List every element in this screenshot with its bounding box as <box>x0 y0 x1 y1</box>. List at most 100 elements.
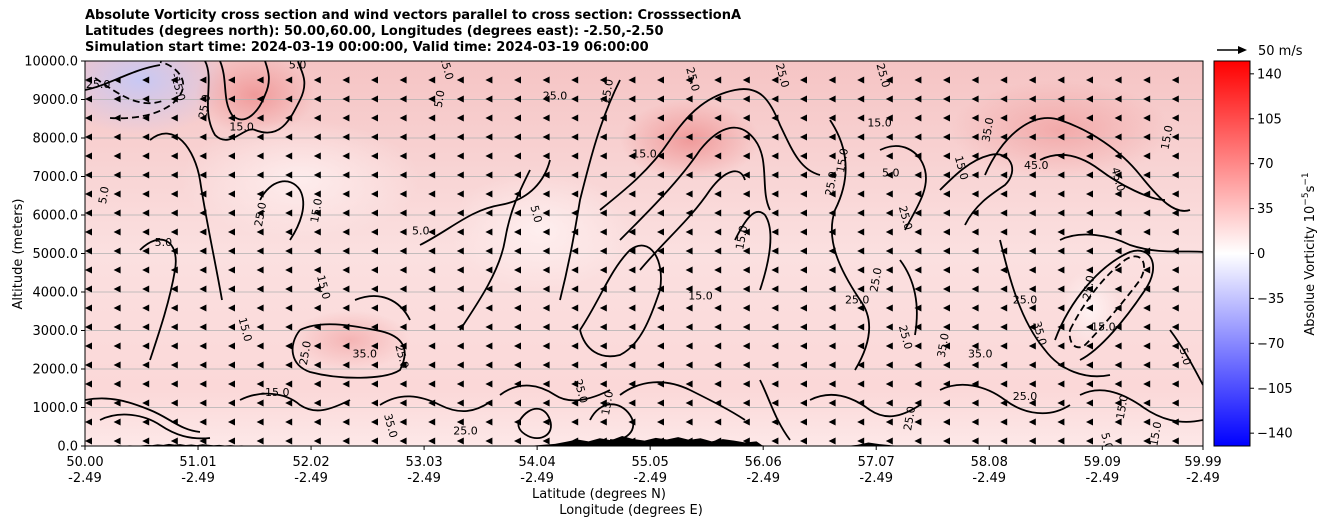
wind-vector <box>800 361 807 369</box>
wind-vector <box>857 361 865 369</box>
wind-vector <box>399 437 407 445</box>
wind-vector <box>256 285 264 293</box>
contour-label: 25.0 <box>1080 274 1097 300</box>
wind-vector <box>971 190 979 198</box>
wind-vector <box>1000 266 1008 274</box>
contour-label: 25.0 <box>196 93 213 119</box>
wind-vector <box>914 190 922 198</box>
wind-vector <box>428 399 436 407</box>
wind-vector <box>1057 133 1065 141</box>
wind-vector <box>285 418 293 426</box>
wind-vector <box>628 380 636 388</box>
wind-vector <box>657 399 664 407</box>
wind-vector <box>885 152 893 160</box>
wind-vector <box>971 380 979 388</box>
wind-vector <box>342 247 350 255</box>
weak-vorticity-region <box>180 120 420 240</box>
wind-vector <box>1028 380 1036 388</box>
wind-vector <box>828 76 836 84</box>
wind-vector <box>113 228 121 236</box>
contour-label: 25.0 <box>1013 294 1038 307</box>
wind-vector <box>857 152 865 160</box>
wind-vector <box>313 209 321 217</box>
wind-vector <box>1114 76 1122 84</box>
wind-vector <box>771 380 779 388</box>
wind-vector <box>800 190 807 198</box>
wind-vector <box>142 209 150 217</box>
x-tick-label-latitude: 57.07 <box>858 455 895 470</box>
wind-vector <box>342 95 350 103</box>
wind-vector <box>971 437 979 445</box>
wind-vector <box>456 285 464 293</box>
wind-vector <box>456 114 464 122</box>
wind-vector <box>571 266 579 274</box>
wind-vector <box>914 285 922 293</box>
wind-vector <box>800 209 807 217</box>
axes: 0.0 1000.0 2000.0 3000.0 4000.0 5000.0 6000.0 7… <box>24 55 1221 487</box>
wind-vector <box>685 247 693 255</box>
wind-vector <box>113 285 121 293</box>
wind-vector <box>1114 209 1122 217</box>
wind-vector <box>599 399 607 407</box>
wind-vector <box>914 266 922 274</box>
wind-vector <box>800 114 807 122</box>
wind-vector <box>628 399 636 407</box>
x-tick-label-latitude: 52.02 <box>292 455 329 470</box>
wind-vector <box>657 304 664 312</box>
contour-line <box>1169 329 1203 386</box>
wind-vector <box>456 304 464 312</box>
colorbar-tick-label: 70 <box>1257 157 1274 172</box>
wind-vector <box>371 399 378 407</box>
wind-vector <box>828 323 836 331</box>
wind-vector <box>514 247 521 255</box>
contour-label: 25.0 <box>874 62 893 89</box>
wind-vector <box>485 133 493 141</box>
wind-vector <box>142 114 150 122</box>
grid-lines <box>85 99 1203 408</box>
wind-vector <box>256 76 264 84</box>
contour-label: 5.0 <box>289 59 307 72</box>
wind-vector <box>1028 114 1036 122</box>
wind-vector <box>399 361 407 369</box>
wind-vector <box>113 95 121 103</box>
wind-vector <box>1114 323 1122 331</box>
wind-vector <box>1000 133 1008 141</box>
wind-vector <box>1000 209 1008 217</box>
wind-vector <box>771 437 779 445</box>
x-tick-label-latitude: 55.05 <box>632 455 669 470</box>
wind-vector <box>170 228 178 236</box>
wind-vector <box>142 361 150 369</box>
contour-label: 45.0 <box>1109 166 1128 193</box>
wind-vector <box>199 171 207 179</box>
wind-vector <box>714 285 722 293</box>
wind-vector <box>885 228 893 236</box>
wind-vector <box>342 152 350 160</box>
wind-vector <box>714 76 722 84</box>
x-axis-label-latitude: Latitude (degrees N) <box>532 487 666 502</box>
wind-vector <box>170 380 178 388</box>
wind-vector <box>828 418 836 426</box>
wind-vector <box>1114 171 1122 179</box>
wind-vector <box>256 266 264 274</box>
wind-vector <box>714 95 722 103</box>
wind-vector <box>771 361 779 369</box>
wind-vector <box>1000 152 1008 160</box>
wind-vector <box>313 228 321 236</box>
contour-line <box>379 395 491 412</box>
wind-vector <box>1114 285 1122 293</box>
wind-vector <box>228 247 235 255</box>
wind-vector <box>1143 266 1151 274</box>
wind-vector <box>399 304 407 312</box>
wind-vector <box>943 209 950 217</box>
y-tick-label: 0.0 <box>57 440 78 455</box>
wind-vector <box>342 399 350 407</box>
contour-line <box>94 77 166 105</box>
wind-vector <box>456 323 464 331</box>
wind-vector <box>170 171 178 179</box>
contour-label: 35.0 <box>935 332 952 358</box>
colorbar-label-unit-exponent: −1 <box>1301 172 1311 185</box>
wind-vector <box>1143 152 1151 160</box>
wind-vector <box>828 228 836 236</box>
wind-vector <box>514 323 521 331</box>
wind-vector <box>285 285 293 293</box>
